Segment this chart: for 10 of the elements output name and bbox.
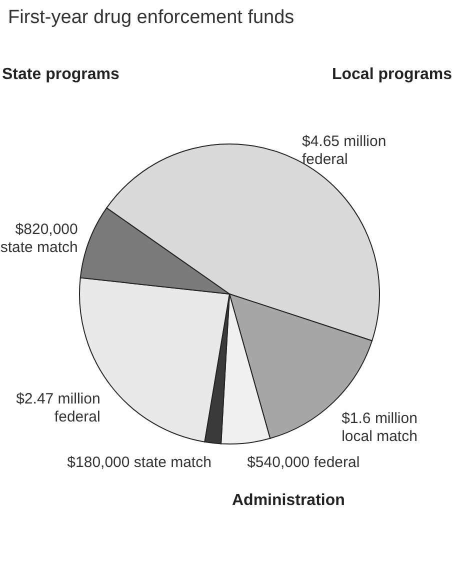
data-label: $4.65 million federal bbox=[302, 133, 386, 168]
data-label: $1.6 million local match bbox=[342, 410, 418, 445]
text: Administration bbox=[232, 492, 345, 509]
text: State programs bbox=[2, 66, 120, 83]
text: Local programs bbox=[332, 66, 452, 83]
chart-title: First-year drug enforcement funds bbox=[8, 7, 294, 28]
data-label: $2.47 million federal bbox=[16, 390, 100, 426]
data-label: $820,000 state match bbox=[0, 220, 78, 256]
data-label: $180,000 state match bbox=[67, 454, 212, 471]
data-label: $540,000 federal bbox=[247, 454, 360, 472]
